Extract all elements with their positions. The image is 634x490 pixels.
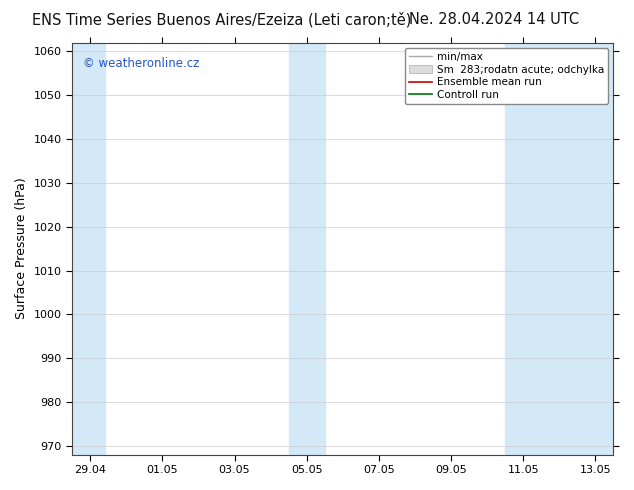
Bar (505, 43, 614, 455)
Bar (72, 43, 105, 455)
Y-axis label: Surface Pressure (hPa): Surface Pressure (hPa) (15, 178, 28, 319)
Legend: min/max, Sm  283;rodatn acute; odchylka, Ensemble mean run, Controll run: min/max, Sm 283;rodatn acute; odchylka, … (404, 48, 608, 104)
Text: Ne. 28.04.2024 14 UTC: Ne. 28.04.2024 14 UTC (410, 12, 579, 27)
Text: ENS Time Series Buenos Aires/Ezeiza (Leti caron;tě): ENS Time Series Buenos Aires/Ezeiza (Let… (32, 12, 411, 28)
Text: © weatheronline.cz: © weatheronline.cz (83, 57, 199, 70)
Bar (288, 43, 325, 455)
